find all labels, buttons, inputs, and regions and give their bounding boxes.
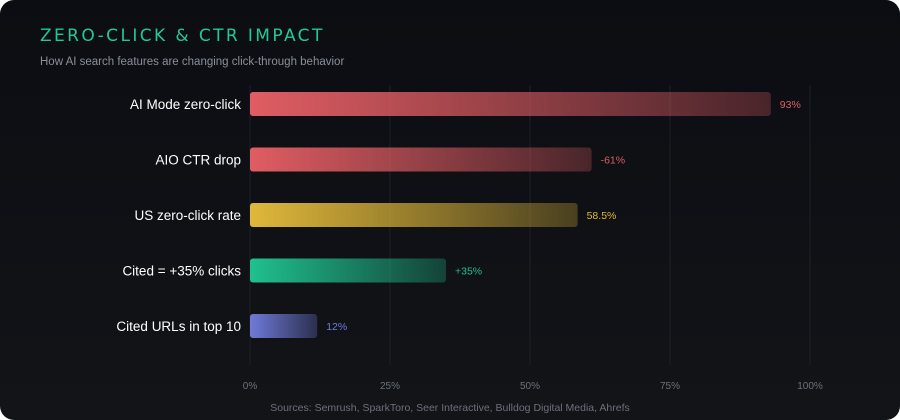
bar: [250, 92, 771, 116]
x-tick-label: 75%: [660, 381, 680, 392]
bar: [250, 258, 446, 283]
category-label: AIO CTR drop: [155, 153, 241, 168]
category-label: Cited URLs in top 10: [116, 319, 241, 334]
data-label: 12%: [326, 321, 347, 333]
data-label: -61%: [601, 155, 626, 167]
x-tick-label: 50%: [520, 381, 540, 392]
data-label: 58.5%: [587, 210, 617, 222]
bar: [250, 147, 592, 172]
category-label: Cited = +35% clicks: [122, 264, 241, 279]
data-label: 93%: [780, 99, 801, 111]
category-label: US zero-click rate: [134, 208, 241, 223]
bar: [250, 203, 578, 227]
chart-source-note: Sources: Semrush, SparkToro, Seer Intera…: [270, 402, 630, 414]
bar: [250, 314, 318, 338]
data-label: +35%: [455, 266, 482, 278]
chart-title: ZERO-CLICK & CTR IMPACT: [40, 26, 325, 46]
category-label: AI Mode zero-click: [130, 97, 241, 112]
chart-subtitle: How AI search features are changing clic…: [40, 56, 345, 68]
x-tick-label: 0%: [243, 381, 258, 392]
x-tick-label: 25%: [380, 381, 400, 392]
x-tick-label: 100%: [797, 381, 823, 392]
